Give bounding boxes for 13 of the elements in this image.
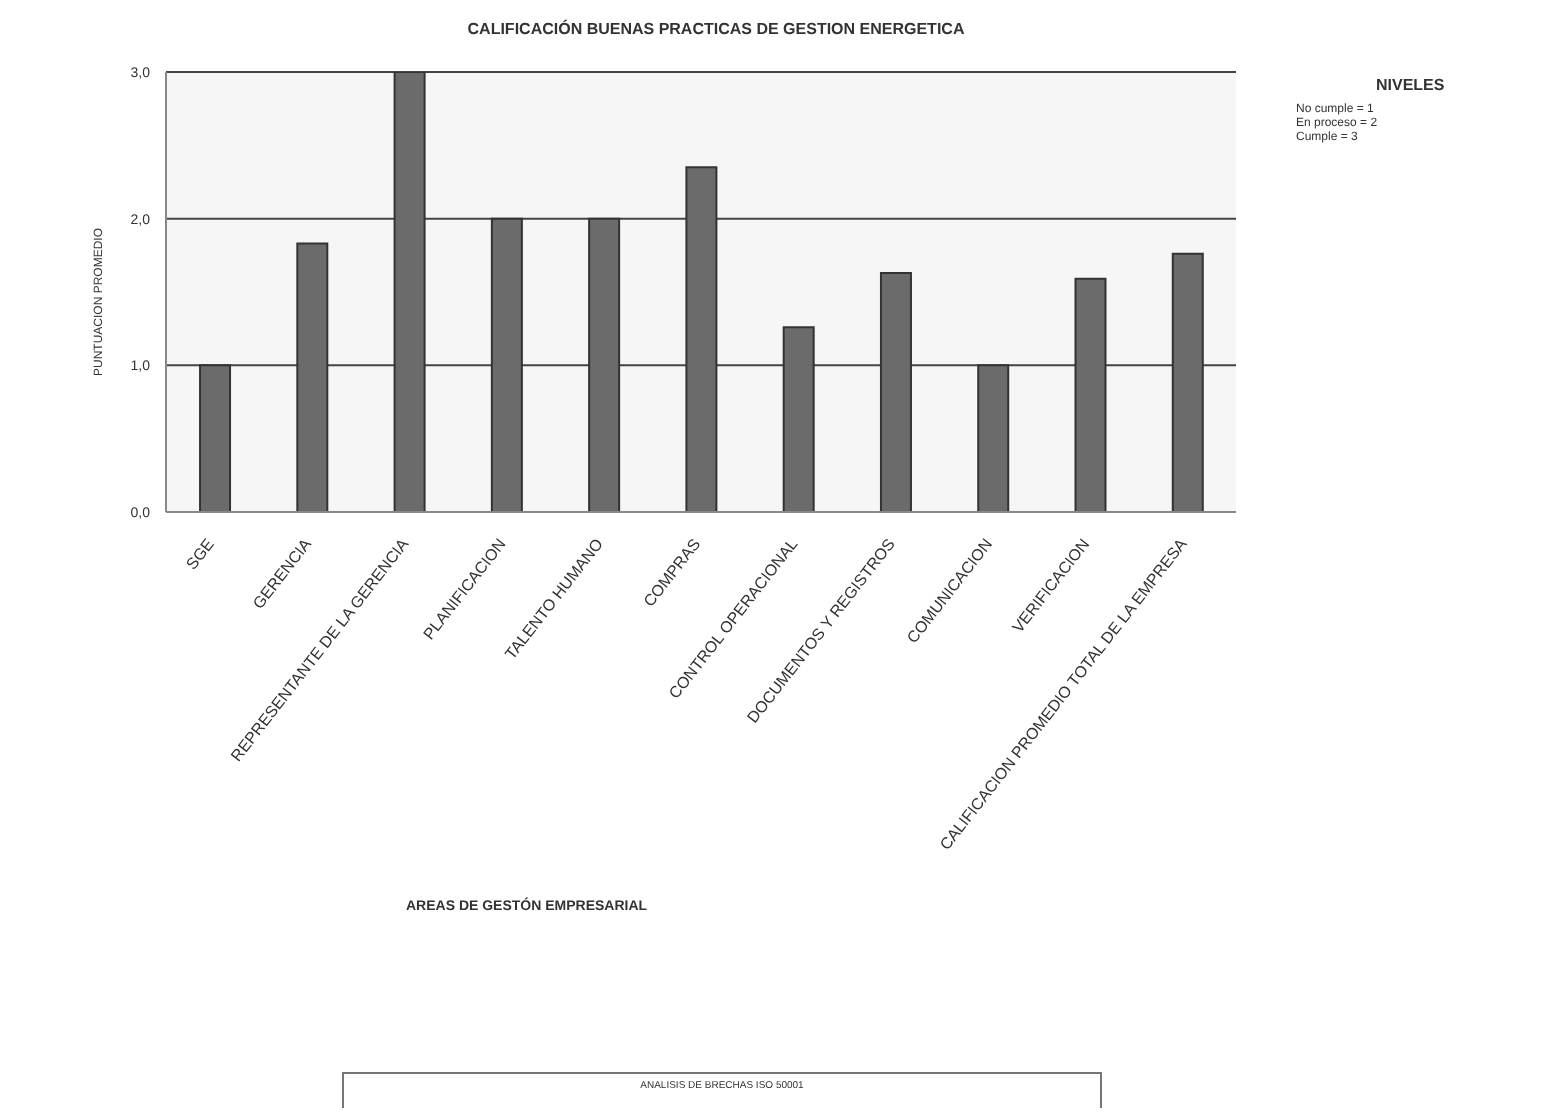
bar — [490, 217, 523, 512]
text: NIVELES — [1376, 76, 1445, 94]
bar — [879, 271, 912, 512]
bar — [588, 217, 621, 512]
bar — [199, 364, 232, 512]
bar — [977, 364, 1010, 512]
bar — [1171, 252, 1204, 512]
bar — [296, 242, 329, 512]
chart-title: CALIFICACIÓN BUENAS PRACTICAS DE GESTION ENERGETICA — [465, 20, 967, 38]
bar — [1074, 277, 1107, 512]
bar — [685, 166, 718, 512]
bar — [393, 72, 426, 512]
bar — [782, 326, 815, 512]
